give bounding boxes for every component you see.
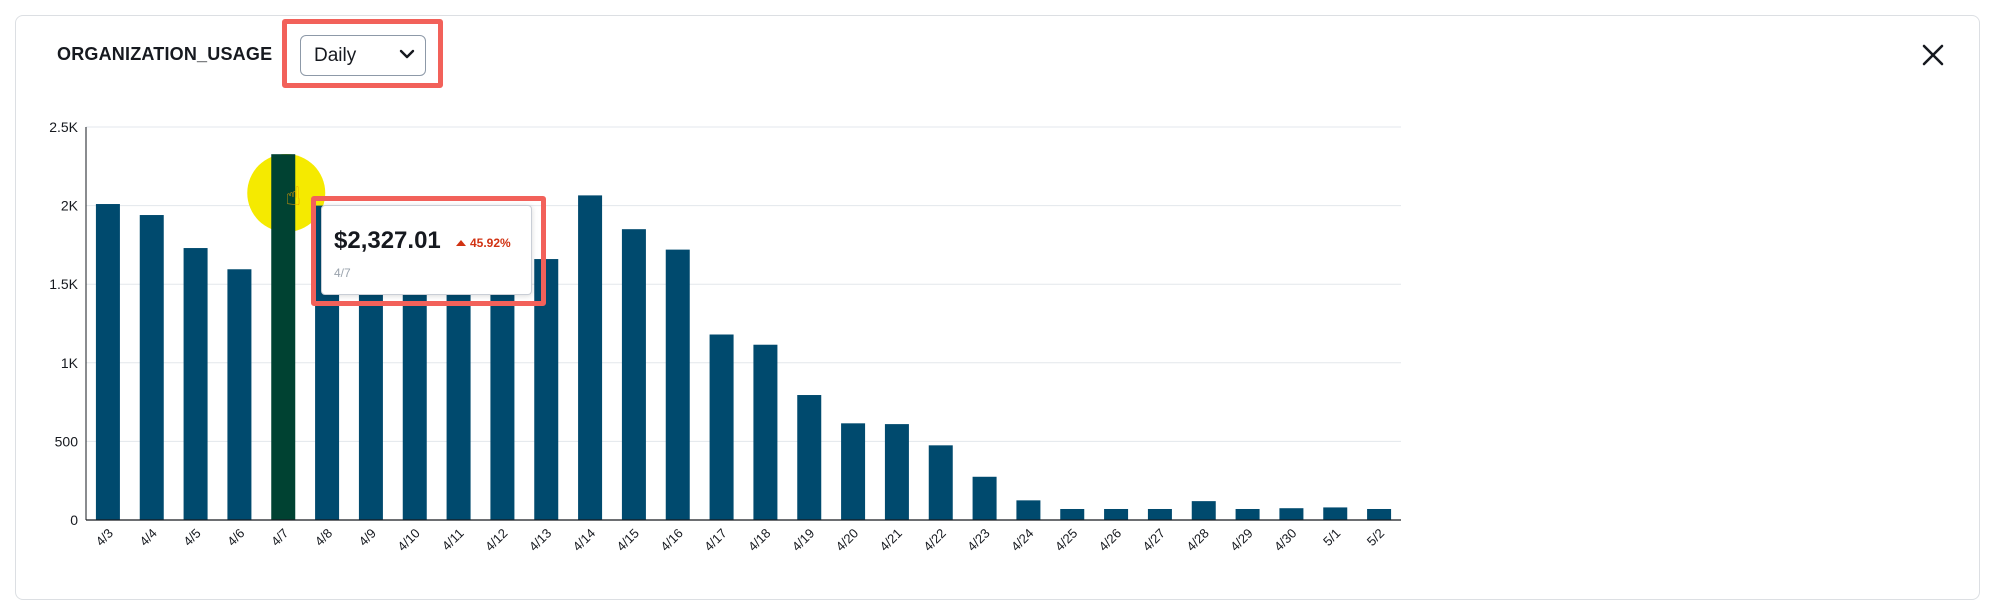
y-tick-label: 2K [61,198,79,214]
usage-panel [15,15,1980,600]
granularity-select-value: Daily [314,45,357,66]
y-tick-label: 2.5K [49,119,78,135]
x-tick-label: 4/28 [1183,526,1212,555]
bar [95,204,120,520]
tooltip-change-value: 45.92% [470,236,511,250]
x-tick-label: 4/20 [833,526,862,555]
bar [271,154,296,520]
bar [928,445,953,520]
bar [753,344,778,520]
tooltip-change: 45.92% [456,236,511,250]
bar [1235,508,1260,520]
bar [139,215,164,521]
bar [1367,508,1392,520]
bar [972,476,997,520]
x-tick-label: 4/17 [701,526,730,555]
bar [1191,501,1216,520]
bar [1060,508,1085,520]
bar [621,229,646,520]
x-tick-label: 4/30 [1271,526,1300,555]
x-tick-label: 4/23 [964,526,993,555]
x-tick-label: 4/18 [745,526,774,555]
bar [1279,508,1304,520]
x-tick-label: 4/22 [920,526,949,555]
y-tick-label: 500 [55,433,79,449]
x-tick-label: 4/12 [482,526,511,555]
bar [490,243,515,520]
x-tick-label: 4/16 [657,526,686,555]
bar [1147,508,1172,520]
tooltip-highlight-box [311,196,546,306]
bar [797,395,822,520]
bar [578,195,603,520]
chevron-down-icon [399,49,415,59]
close-icon[interactable] [1918,40,1948,70]
x-tick-label: 5/2 [1364,526,1387,549]
granularity-select[interactable]: Daily [300,35,426,76]
y-tick-label: 1.5K [49,276,78,292]
hand-cursor-icon: ☝ [285,181,301,211]
x-tick-label: 4/10 [394,526,423,555]
x-tick-label: 4/8 [312,526,335,549]
x-tick-label: 4/11 [439,526,467,554]
x-tick-label: 4/19 [789,526,818,555]
x-tick-label: 4/9 [356,526,379,549]
bar [665,249,690,520]
bar [1323,507,1348,520]
bar [227,269,252,520]
panel-title: ORGANIZATION_USAGE [57,44,273,64]
select-highlight-box [282,19,443,88]
x-tick-label: 4/14 [570,526,599,555]
bar [1104,508,1129,520]
x-tick-label: 4/27 [1140,526,1169,555]
bar [841,423,866,520]
x-tick-label: 4/25 [1052,526,1081,555]
y-tick-label: 1K [61,355,79,371]
tooltip-date: 4/7 [334,266,351,280]
x-tick-label: 4/6 [224,526,247,549]
tooltip-value: $2,327.01 [334,227,441,254]
x-tick-label: 4/3 [93,526,116,549]
x-tick-label: 4/29 [1227,526,1256,555]
x-tick-label: 4/21 [877,526,906,555]
bar [183,248,208,520]
bar [709,334,734,520]
x-tick-label: 5/1 [1320,526,1343,549]
y-tick-label: 0 [70,512,78,528]
x-tick-label: 4/26 [1096,526,1125,555]
x-tick-label: 4/4 [136,526,159,549]
x-tick-label: 4/24 [1008,526,1037,555]
x-tick-label: 4/5 [180,526,203,549]
x-tick-label: 4/13 [526,526,555,555]
caret-up-icon [456,240,466,246]
chart-tooltip: $2,327.01 45.92% 4/7 [321,205,532,295]
x-tick-label: 4/15 [614,526,643,555]
x-tick-label: 4/7 [268,526,291,549]
bar [1016,500,1041,520]
bar [884,424,909,520]
